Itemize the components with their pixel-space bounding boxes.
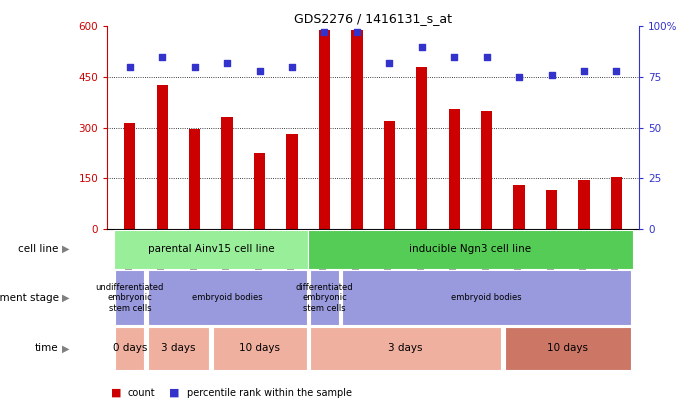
Bar [310, 271, 339, 325]
Point [481, 53, 492, 60]
Bar [448, 109, 460, 229]
Text: 10 days: 10 days [547, 343, 588, 353]
Title: GDS2276 / 1416131_s_at: GDS2276 / 1416131_s_at [294, 12, 452, 25]
Text: ■: ■ [169, 388, 180, 398]
Text: development stage: development stage [0, 293, 59, 303]
Text: time: time [35, 343, 59, 353]
Text: 10 days: 10 days [239, 343, 280, 353]
Text: percentile rank within the sample: percentile rank within the sample [187, 388, 352, 398]
Bar [342, 271, 631, 325]
Text: ▶: ▶ [62, 244, 70, 254]
Bar [113, 230, 308, 269]
Bar [481, 111, 493, 229]
Text: ■: ■ [111, 388, 121, 398]
Point [448, 53, 460, 60]
Bar [213, 327, 307, 370]
Point [611, 68, 622, 74]
Bar [124, 122, 135, 229]
Point [222, 60, 233, 66]
Point [546, 72, 557, 78]
Bar [115, 327, 144, 370]
Text: parental Ainv15 cell line: parental Ainv15 cell line [148, 244, 274, 254]
Bar [148, 327, 209, 370]
Text: ▶: ▶ [62, 293, 70, 303]
Text: embryoid bodies: embryoid bodies [451, 293, 522, 302]
Bar [513, 185, 524, 229]
Bar [254, 153, 265, 229]
Bar [546, 190, 557, 229]
Bar [416, 67, 428, 229]
Point [319, 29, 330, 36]
Bar [222, 117, 233, 229]
Bar [148, 271, 307, 325]
Text: undifferentiated
embryonic
stem cells: undifferentiated embryonic stem cells [95, 283, 164, 313]
Bar [286, 134, 298, 229]
Text: count: count [128, 388, 155, 398]
Bar [189, 129, 200, 229]
Bar [351, 30, 363, 229]
Text: 3 days: 3 days [388, 343, 423, 353]
Text: inducible Ngn3 cell line: inducible Ngn3 cell line [409, 244, 531, 254]
Text: ▶: ▶ [62, 343, 70, 353]
Point [513, 74, 524, 80]
Point [352, 29, 363, 36]
Bar [504, 327, 631, 370]
Point [287, 64, 298, 70]
Point [254, 68, 265, 74]
Bar [384, 121, 395, 229]
Point [416, 43, 427, 50]
Point [384, 60, 395, 66]
Text: 0 days: 0 days [113, 343, 147, 353]
Bar [157, 85, 168, 229]
Bar [578, 180, 589, 229]
Text: embryoid bodies: embryoid bodies [192, 293, 263, 302]
Point [578, 68, 589, 74]
Bar [611, 177, 622, 229]
Bar [310, 327, 501, 370]
Text: 3 days: 3 days [161, 343, 196, 353]
Text: cell line: cell line [19, 244, 59, 254]
Text: differentiated
embryonic
stem cells: differentiated embryonic stem cells [296, 283, 353, 313]
Point [124, 64, 135, 70]
Point [189, 64, 200, 70]
Point [157, 53, 168, 60]
Bar [308, 230, 633, 269]
Bar [115, 271, 144, 325]
Bar [319, 30, 330, 229]
